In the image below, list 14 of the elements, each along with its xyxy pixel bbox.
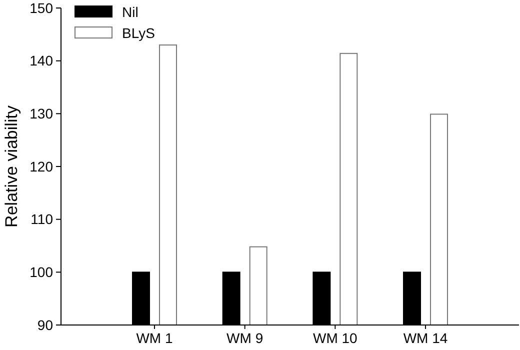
x-tick-label: WM 10 [312, 330, 358, 346]
legend-label: BLyS [122, 24, 155, 41]
y-tick-label: 130 [30, 106, 54, 122]
x-tick-label: WM 14 [403, 330, 448, 346]
y-tick-label: 150 [30, 0, 54, 16]
legend-label: Nil [122, 4, 138, 20]
y-tick-label: 90 [37, 316, 54, 333]
y-tick-label: 120 [30, 158, 54, 174]
y-axis-title: Relative viability [2, 105, 21, 228]
x-tick-label: WM 1 [136, 330, 173, 346]
y-tick-label: 100 [30, 264, 54, 280]
y-tick-label: 140 [30, 52, 54, 69]
x-tick-label: WM 9 [226, 330, 264, 346]
y-tick-label: 110 [30, 211, 54, 228]
